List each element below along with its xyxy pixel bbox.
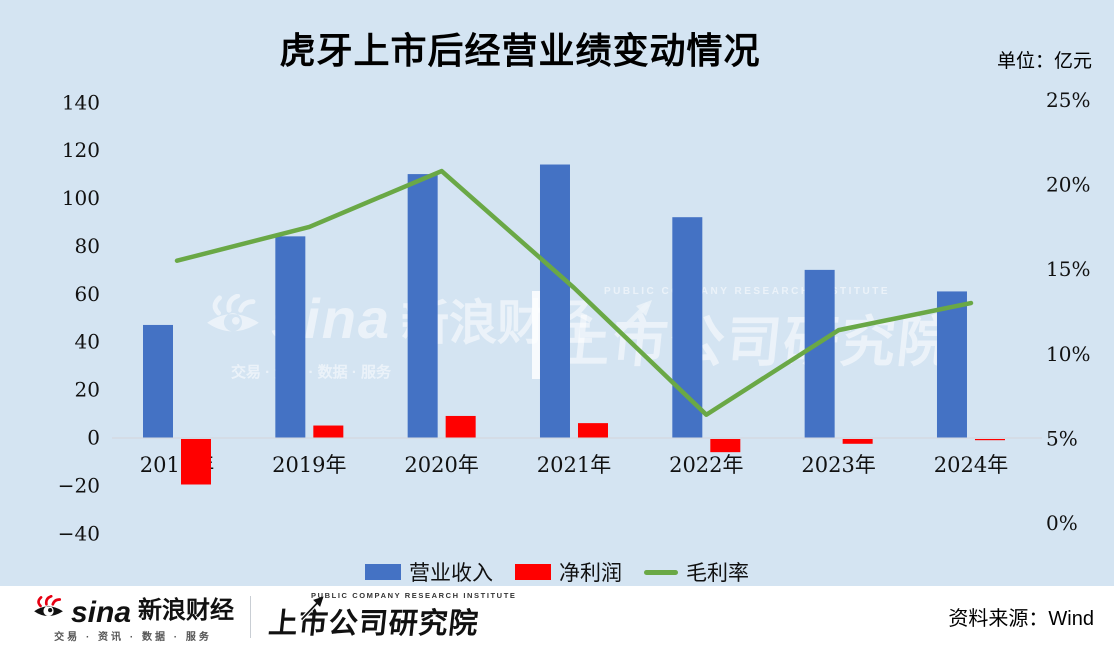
unit-label: 单位：亿元 — [996, 51, 1092, 72]
y-axis-right-tick: 0% — [1046, 511, 1078, 535]
legend-item: 净利润 — [515, 557, 622, 587]
revenue-bar — [275, 236, 306, 438]
y-axis-right-tick: 10% — [1046, 342, 1090, 366]
revenue-bar — [539, 164, 570, 438]
legend-swatch-bar — [365, 564, 401, 580]
revenue-bar — [672, 217, 703, 438]
sina-eye-icon — [32, 594, 64, 625]
y-axis-right-tick: 15% — [1046, 257, 1090, 281]
net-profit-bar — [710, 439, 741, 453]
chart-legend: 营业收入 净利润 毛利率 — [0, 557, 1114, 587]
data-source: 资料来源：Wind — [948, 608, 1094, 630]
sina-logo-latin: sina — [71, 595, 132, 629]
x-axis-label: 2021年 — [537, 453, 611, 477]
arrow-icon — [297, 593, 327, 628]
y-axis-left-tick: 0 — [87, 426, 100, 450]
legend-label: 净利润 — [559, 561, 622, 585]
footer-bar: sina 新浪财经 交易 · 资讯 · 数据 · 服务 PUBLIC COMPA… — [0, 586, 1114, 647]
y-axis-left-tick: 140 — [62, 90, 100, 114]
legend-item: 营业收入 — [365, 557, 493, 587]
footer-divider — [250, 595, 252, 638]
gross-margin-line — [174, 168, 974, 417]
y-axis-left-tick: −40 — [58, 521, 100, 545]
revenue-bar — [804, 269, 835, 438]
x-axis-label: 2022年 — [669, 453, 743, 477]
y-axis-left-tick: 120 — [62, 138, 100, 162]
revenue-bar — [936, 291, 967, 438]
y-axis-right-tick: 25% — [1046, 88, 1090, 112]
y-axis-right-tick: 20% — [1046, 173, 1090, 197]
sina-logo-tagline: 交易 · 资讯 · 数据 · 服务 — [54, 632, 212, 643]
sina-logo: sina 新浪财经 交易 · 资讯 · 数据 · 服务 — [32, 590, 234, 643]
x-axis-label: 2020年 — [404, 453, 478, 477]
sina-logo-cn: 新浪财经 — [138, 597, 235, 624]
y-axis-left-tick: 80 — [75, 234, 100, 258]
x-axis-label: 2019年 — [272, 453, 346, 477]
y-axis-left-tick: 100 — [62, 186, 100, 210]
net-profit-bar — [842, 439, 873, 444]
net-profit-bar — [445, 415, 476, 438]
y-axis-left-tick: 60 — [75, 282, 100, 306]
x-axis-label: 2023年 — [801, 453, 875, 477]
x-axis-label: 2024年 — [934, 453, 1008, 477]
revenue-bar — [143, 324, 173, 438]
y-axis-left-tick: −20 — [58, 473, 100, 497]
net-profit-bar — [974, 439, 1005, 441]
legend-item: 毛利率 — [644, 557, 749, 587]
page-title: 虎牙上市后经营业绩变动情况 — [279, 30, 761, 71]
net-profit-bar — [181, 439, 211, 485]
y-axis-left-tick: 40 — [75, 330, 100, 354]
institute-logo-en: PUBLIC COMPANY RESEARCH INSTITUTE — [311, 591, 517, 600]
legend-swatch-bar — [515, 564, 551, 580]
y-axis-left-tick: 20 — [75, 378, 100, 402]
net-profit-bar — [313, 425, 344, 438]
legend-label: 毛利率 — [686, 561, 749, 585]
revenue-bar — [407, 174, 438, 438]
y-axis-right-tick: 5% — [1046, 426, 1078, 450]
legend-swatch-line — [644, 569, 678, 575]
legend-label: 营业收入 — [409, 561, 493, 585]
institute-logo: PUBLIC COMPANY RESEARCH INSTITUTE 上市公司研究… — [267, 591, 517, 642]
net-profit-bar — [577, 423, 608, 438]
